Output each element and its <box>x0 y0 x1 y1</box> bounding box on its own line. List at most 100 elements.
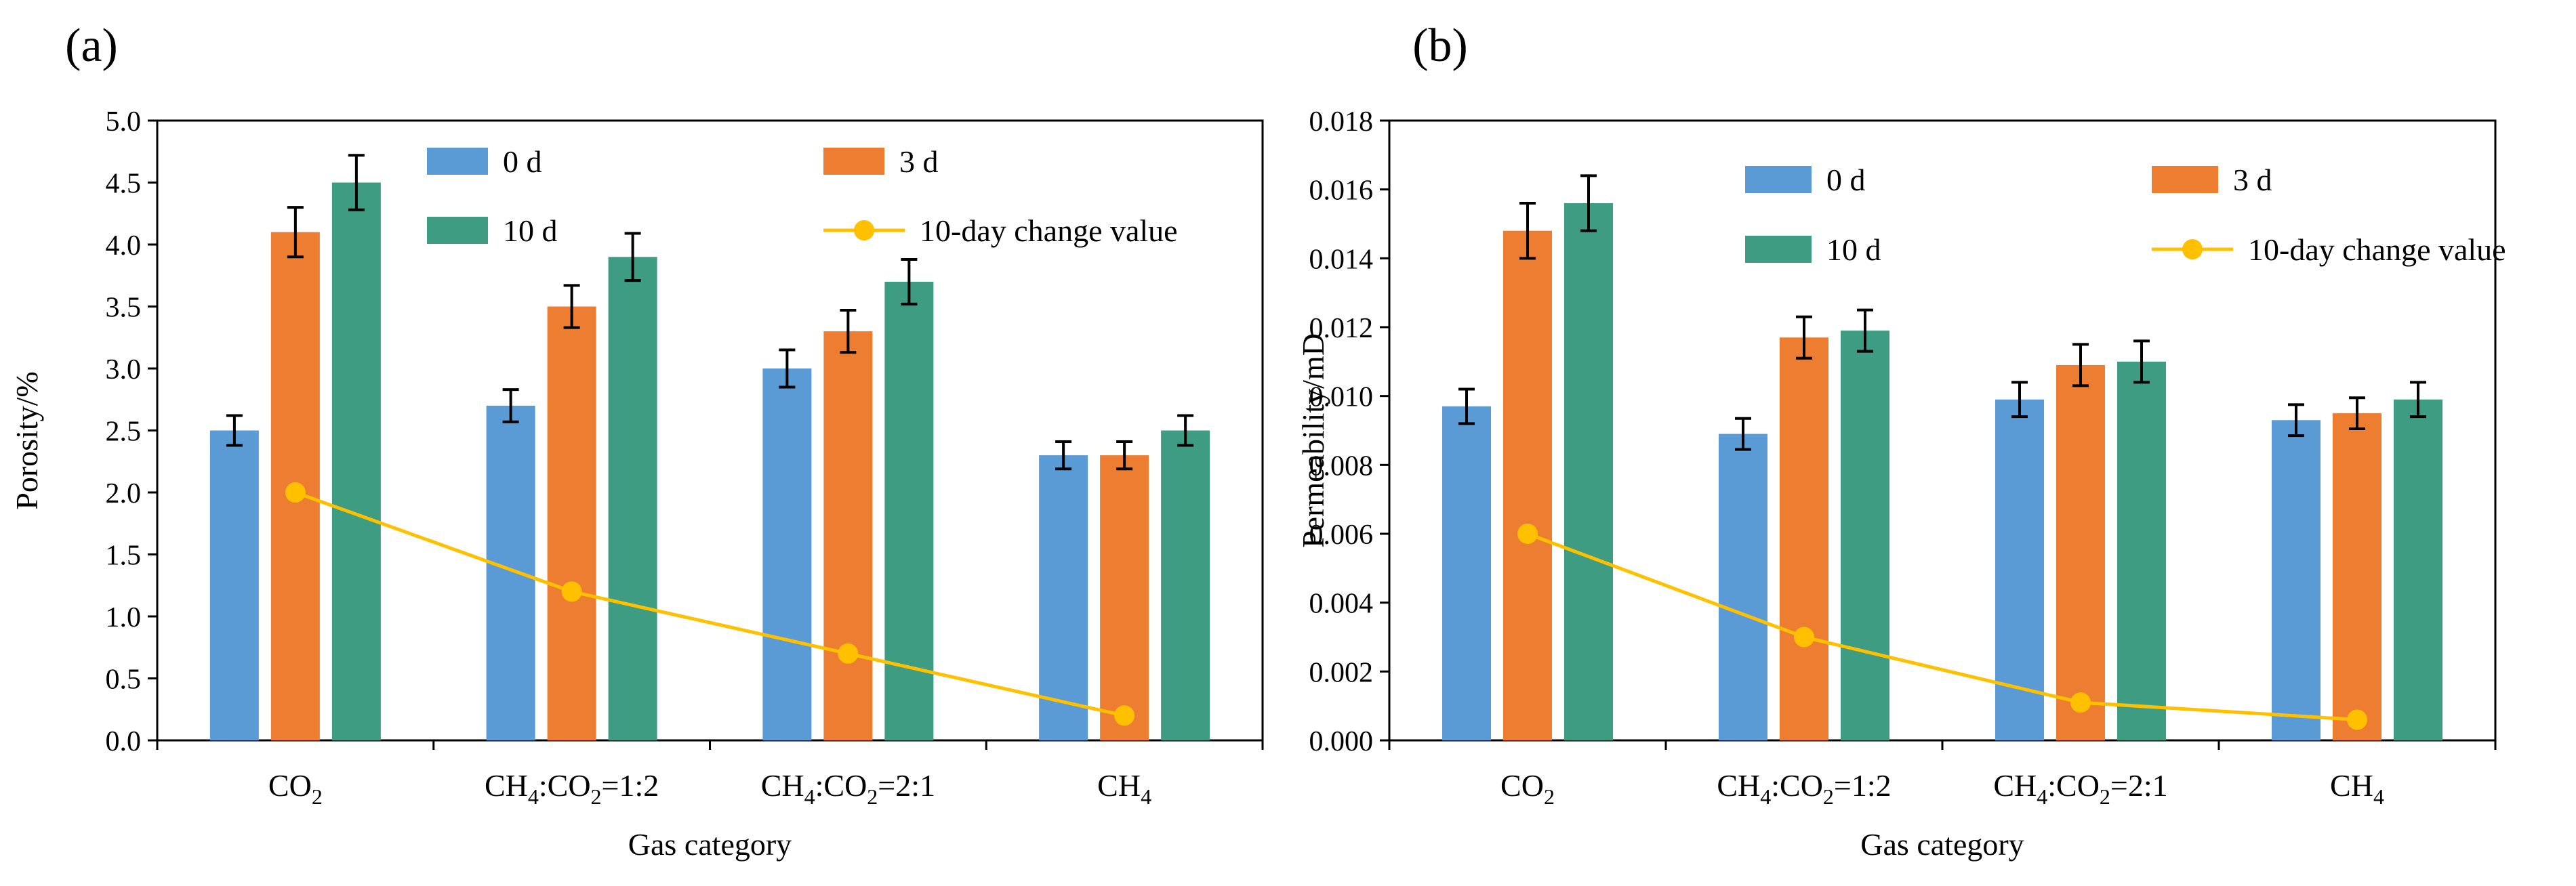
bar-3d-1 <box>1780 337 1828 740</box>
bar-10d-1 <box>1841 331 1889 740</box>
subscript: 4 <box>1760 784 1771 809</box>
x-tick-label: CO2 <box>268 768 323 809</box>
x-tick-label: CH4 <box>1097 768 1151 809</box>
subscript: 2 <box>591 784 602 809</box>
y-tick-label: 0.010 <box>1309 382 1374 413</box>
label-text: CH <box>1717 768 1760 803</box>
y-tick-label: 0.008 <box>1309 450 1374 482</box>
bar-10d-0 <box>1564 203 1613 740</box>
subscript: 2 <box>312 784 323 809</box>
y-tick-label: 3.5 <box>106 293 142 324</box>
y-tick-label: 0.016 <box>1309 175 1374 207</box>
change-value-point-0 <box>1517 524 1538 544</box>
bar-0d-3 <box>1039 455 1088 740</box>
y-axis-title: Porosity/% <box>9 371 44 509</box>
y-tick-label: 3.0 <box>106 354 142 385</box>
x-tick-label: CH4:CO2=1:2 <box>1717 768 1891 809</box>
panel-label: (a) <box>65 20 118 72</box>
x-tick-label: CH4:CO2=1:2 <box>485 768 659 809</box>
bar-10d-0 <box>331 182 381 740</box>
x-tick-label: CO2 <box>1500 768 1555 809</box>
label-text: CH <box>485 768 528 803</box>
x-tick-label: CH4 <box>2330 768 2384 809</box>
subscript: 4 <box>1141 784 1151 809</box>
bar-3d-2 <box>2056 364 2105 740</box>
bar-3d-3 <box>2333 413 2381 740</box>
bar-3d-3 <box>1100 455 1149 740</box>
legend-swatch-1 <box>2152 166 2218 193</box>
bar-10d-3 <box>2394 399 2442 740</box>
label-text: CO <box>268 768 312 803</box>
change-value-point-0 <box>285 482 306 503</box>
subscript: 4 <box>528 784 539 809</box>
label-text: CH <box>1097 768 1141 803</box>
y-axis-title: Permeability/mD <box>1296 333 1330 548</box>
bar-0d-0 <box>209 430 259 740</box>
change-value-point-2 <box>2070 692 2091 713</box>
x-axis-title: Gas category <box>628 827 792 862</box>
bar-3d-0 <box>1503 230 1552 741</box>
change-value-point-2 <box>838 643 859 664</box>
y-tick-label: 1.0 <box>106 602 142 633</box>
label-text: CO <box>1500 768 1544 803</box>
legend-label: 3 d <box>899 144 939 179</box>
y-tick-label: 0.012 <box>1309 313 1374 344</box>
y-tick-label: 0.006 <box>1309 520 1374 551</box>
bar-0d-1 <box>1719 434 1767 740</box>
legend-swatch-1 <box>823 148 884 175</box>
bar-3d-1 <box>547 306 596 740</box>
legend-label: 0 d <box>1826 163 1866 197</box>
subscript: 4 <box>2037 784 2047 809</box>
y-tick-label: 5.0 <box>106 106 142 138</box>
y-tick-label: 4.5 <box>106 169 142 200</box>
change-value-point-3 <box>1114 705 1135 726</box>
legend-swatch-0 <box>1745 166 1812 193</box>
legend-label: 0 d <box>503 144 542 179</box>
y-tick-label: 0.014 <box>1309 244 1374 275</box>
change-value-point-3 <box>2347 709 2367 730</box>
subscript: 2 <box>2100 784 2110 809</box>
y-tick-label: 2.5 <box>106 417 142 448</box>
change-value-point-1 <box>561 581 582 602</box>
y-tick-label: 1.5 <box>106 541 142 572</box>
legend-swatch-2 <box>1745 236 1812 263</box>
subscript: 4 <box>804 784 815 809</box>
change-value-line <box>295 490 1125 717</box>
subscript: 4 <box>2373 784 2384 809</box>
bar-10d-2 <box>2117 361 2166 740</box>
legend-swatch-0 <box>427 148 488 175</box>
x-tick-label: CH4:CO2=2:1 <box>761 768 935 809</box>
subscript: 2 <box>1823 784 1834 809</box>
y-tick-label: 0.002 <box>1309 657 1374 688</box>
bar-0d-3 <box>2272 420 2321 740</box>
label-text: =2:1 <box>2110 768 2168 803</box>
label-text: :CO <box>1771 768 1823 803</box>
chart-panel-b: (b) 0.000 0.002 0.004 0.006 0.008 0.010 0.012 0.… <box>1296 20 2506 862</box>
bar-0d-1 <box>486 405 535 740</box>
label-text: :CO <box>2047 768 2100 803</box>
y-tick-label: 0.000 <box>1309 726 1374 757</box>
label-text: =1:2 <box>1834 768 1892 803</box>
bar-10d-1 <box>608 257 657 740</box>
legend-label: 10-day change value <box>920 213 1178 248</box>
bar-10d-3 <box>1161 430 1210 740</box>
bar-3d-2 <box>823 331 873 741</box>
legend-label: 10 d <box>1826 232 1881 267</box>
label-text: :CO <box>815 768 867 803</box>
y-tick-label: 4.0 <box>106 230 142 261</box>
y-tick-label: 0.0 <box>106 726 142 757</box>
subscript: 2 <box>1544 784 1555 809</box>
label-text: CH <box>1993 768 2037 803</box>
x-axis-title: Gas category <box>1860 827 2024 862</box>
y-tick-label: 0.018 <box>1309 106 1374 138</box>
legend-marker <box>854 220 874 240</box>
subscript: 2 <box>867 784 878 809</box>
plot-frame <box>1388 119 2497 742</box>
legend-label: 3 d <box>2233 163 2272 197</box>
bar-0d-2 <box>762 368 812 740</box>
bar-0d-0 <box>1442 406 1491 740</box>
change-value-point-1 <box>1794 627 1814 648</box>
change-value-line <box>1527 532 2358 721</box>
